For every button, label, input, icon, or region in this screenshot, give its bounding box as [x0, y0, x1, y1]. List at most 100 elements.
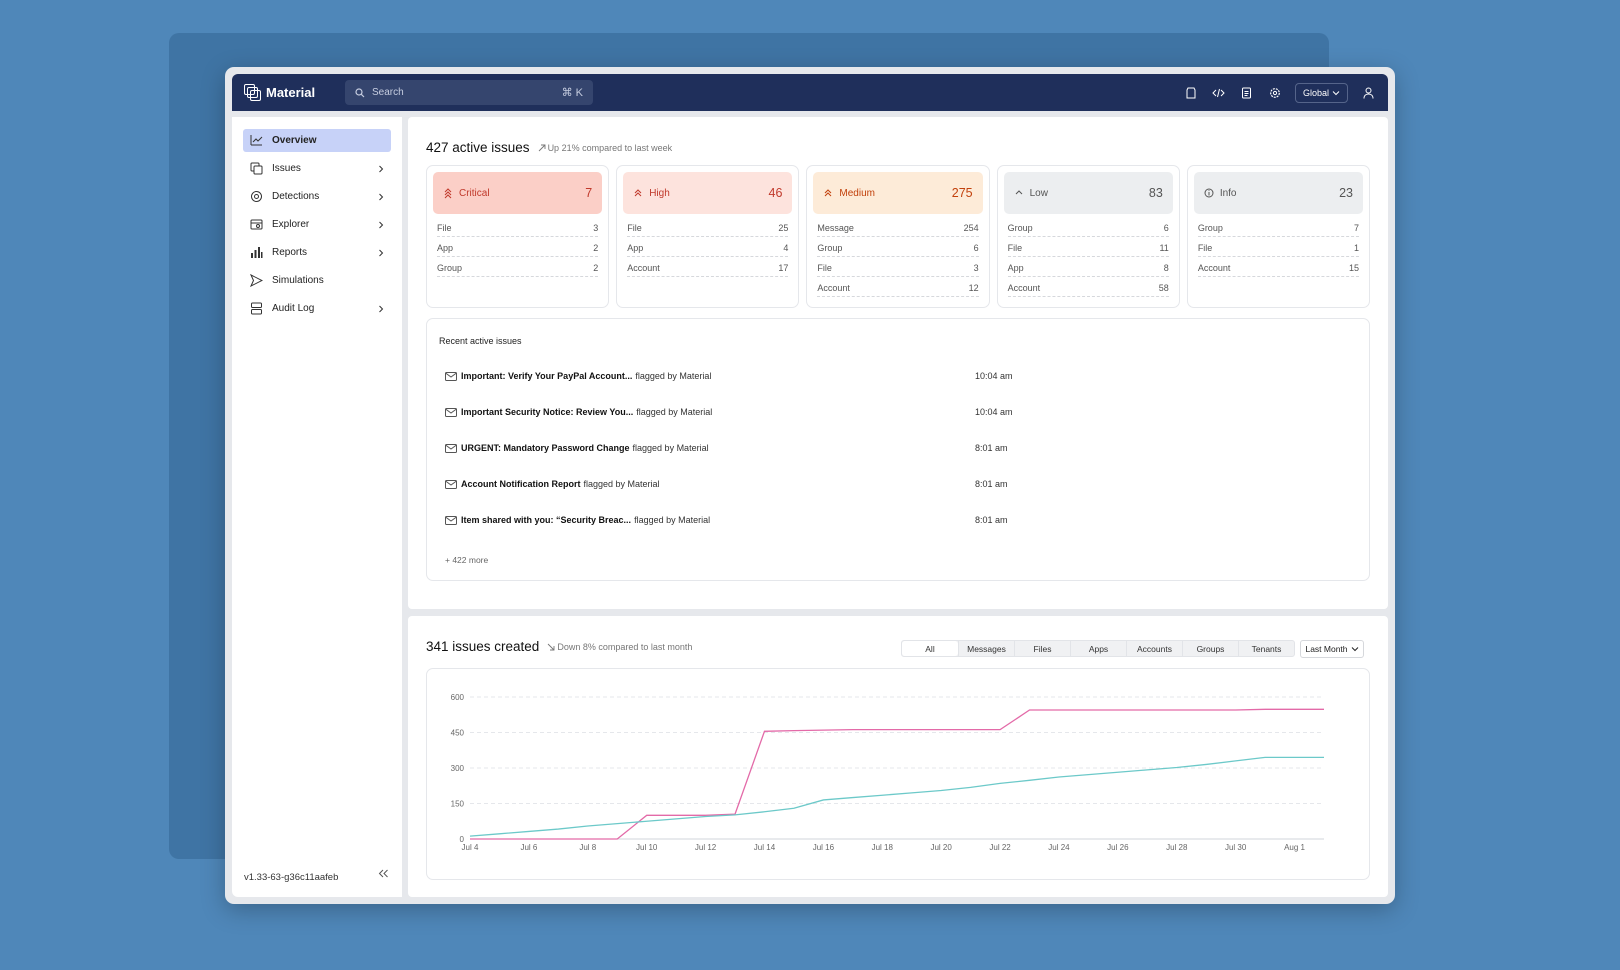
sidebar-item-label: Detections: [272, 191, 320, 202]
x-tick-label: Jul 18: [872, 843, 894, 852]
sidebar-item-detections[interactable]: Detections: [243, 185, 391, 208]
recent-issue-row[interactable]: URGENT: Mandatory Password Change flagged…: [445, 437, 1350, 459]
search-input[interactable]: Search ⌘ K: [345, 80, 593, 105]
user-icon[interactable]: [1360, 85, 1376, 101]
x-tick-label: Jul 14: [754, 843, 776, 852]
severity-breakdown-row: File 11: [1007, 237, 1169, 257]
tab-groups[interactable]: Groups: [1182, 641, 1238, 656]
tab-files[interactable]: Files: [1014, 641, 1070, 656]
severity-breakdown-row: Account 15: [1197, 257, 1360, 277]
sidebar-item-label: Audit Log: [272, 303, 315, 314]
severity-count: 7: [585, 186, 593, 200]
severity-breakdown-row: App 2: [437, 237, 599, 257]
breakdown-count: 8: [1163, 263, 1169, 273]
sidebar-item-issues[interactable]: Issues: [243, 157, 391, 180]
breakdown-type: Account: [1197, 263, 1231, 273]
sidebar-item-label: Issues: [272, 163, 301, 174]
code-icon[interactable]: [1211, 85, 1227, 101]
breakdown-count: 3: [593, 223, 599, 233]
mail-icon: [445, 407, 457, 417]
tab-all[interactable]: All: [902, 641, 958, 656]
tab-messages[interactable]: Messages: [958, 641, 1014, 656]
issue-time: 10:04 am: [975, 407, 1013, 417]
severity-card-header: High 46: [623, 172, 793, 214]
collapse-sidebar-icon[interactable]: [378, 865, 389, 883]
severity-count: 83: [1148, 186, 1163, 200]
scope-select[interactable]: Global: [1294, 82, 1348, 103]
breakdown-type: Account: [1007, 283, 1041, 293]
breakdown-count: 15: [1349, 263, 1360, 273]
breakdown-type: Group: [817, 243, 843, 253]
sidebar-item-reports[interactable]: Reports: [243, 241, 391, 264]
tab-apps[interactable]: Apps: [1070, 641, 1126, 656]
breakdown-count: 2: [593, 243, 599, 253]
sidebar-item-explorer[interactable]: Explorer: [243, 213, 391, 236]
breakdown-count: 58: [1158, 283, 1169, 293]
more-issues-link[interactable]: + 422 more: [445, 555, 489, 565]
issue-time: 8:01 am: [975, 479, 1008, 489]
series-line-2: [469, 756, 1324, 837]
recent-issue-row[interactable]: Item shared with you: “Security Breac...…: [445, 509, 1350, 531]
x-tick-label: Aug 1: [1284, 843, 1305, 852]
logo-icon: [244, 84, 262, 101]
top-nav-bar: Material Search ⌘ K Global: [232, 74, 1388, 111]
chevron-down-icon: [1332, 90, 1340, 95]
severity-card-header: Critical 7: [433, 172, 603, 214]
tab-accounts[interactable]: Accounts: [1126, 641, 1182, 656]
severity-card-info[interactable]: Info 23 Group 7 File 1 Account 15: [1186, 165, 1371, 308]
breakdown-count: 4: [783, 243, 789, 253]
x-tick-label: Jul 6: [520, 843, 537, 852]
explorer-icon: [250, 218, 263, 231]
document-icon[interactable]: [1239, 85, 1255, 101]
severity-breakdown-row: Group 6: [1007, 217, 1169, 237]
gear-icon[interactable]: [1267, 85, 1283, 101]
recent-issue-row[interactable]: Important Security Notice: Review You...…: [445, 401, 1350, 423]
severity-breakdown-row: App 8: [1007, 257, 1169, 277]
breakdown-type: App: [627, 243, 644, 253]
sidebar-item-audit-log[interactable]: Audit Log: [243, 297, 391, 320]
issue-time: 8:01 am: [975, 515, 1008, 525]
sidebar-item-overview[interactable]: Overview: [243, 129, 391, 152]
y-tick-label: 450: [451, 729, 465, 738]
x-tick-label: Jul 16: [813, 843, 835, 852]
sidebar-item-label: Overview: [272, 135, 317, 146]
chevron-down-icon: [1351, 647, 1358, 652]
chevron-right-icon: [378, 305, 384, 313]
search-placeholder: Search: [372, 87, 404, 98]
severity-card-low[interactable]: Low 83 Group 6 File 11 App 8 Account 58: [996, 165, 1180, 308]
app-logo[interactable]: Material: [244, 84, 336, 101]
severity-label: Low: [1029, 187, 1048, 199]
severity-label: Info: [1219, 187, 1237, 199]
issue-flag-text: flagged by Material: [635, 371, 712, 381]
date-range-label: Last Month: [1305, 644, 1348, 654]
mail-icon: [445, 443, 457, 453]
app-name: Material: [266, 85, 316, 100]
chevrons-up-icon: [823, 187, 833, 199]
issue-subject: URGENT: Mandatory Password Change: [461, 443, 630, 453]
recent-issue-row[interactable]: Important: Verify Your PayPal Account...…: [445, 365, 1350, 387]
severity-breakdown-row: Account 58: [1007, 277, 1169, 297]
breakdown-type: App: [437, 243, 454, 253]
severity-card-high[interactable]: High 46 File 25 App 4 Account 17: [616, 165, 800, 308]
breakdown-count: 6: [973, 243, 979, 253]
issue-subject: Account Notification Report: [461, 479, 581, 489]
chevron-right-icon: [378, 165, 384, 173]
x-tick-label: Jul 10: [636, 843, 658, 852]
sidebar-item-simulations[interactable]: Simulations: [243, 269, 391, 292]
breakdown-count: 254: [963, 223, 979, 233]
book-icon[interactable]: [1183, 85, 1199, 101]
send-icon: [250, 274, 263, 287]
severity-count: 23: [1339, 186, 1354, 200]
issues-created-trend: Down 8% compared to last month: [547, 642, 692, 652]
recent-issue-row[interactable]: Account Notification Report flagged by Ma…: [445, 473, 1350, 495]
tab-tenants[interactable]: Tenants: [1238, 641, 1294, 656]
breakdown-type: Account: [627, 263, 660, 273]
breakdown-type: File: [1197, 243, 1213, 253]
severity-breakdown-row: Account 12: [817, 277, 979, 297]
severity-card-critical[interactable]: Critical 7 File 3 App 2 Group 2: [426, 165, 610, 308]
date-range-select[interactable]: Last Month: [1300, 640, 1364, 658]
severity-card-medium[interactable]: Medium 275 Message 254 Group 6 File 3 Account 12: [806, 165, 990, 308]
chevron-up-icon: [1014, 187, 1024, 199]
issue-subject: Item shared with you: “Security Breac...: [461, 515, 632, 525]
issues-created-title: 341 issues created: [426, 639, 540, 654]
